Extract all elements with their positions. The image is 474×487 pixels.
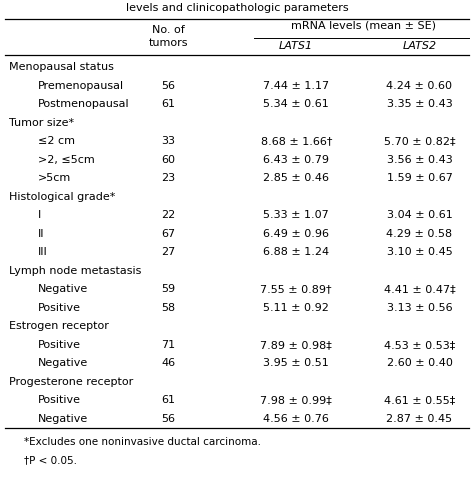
Text: Menopausal status: Menopausal status bbox=[9, 62, 114, 72]
Text: 22: 22 bbox=[161, 210, 175, 220]
Text: Premenopausal: Premenopausal bbox=[38, 81, 124, 91]
Text: 61: 61 bbox=[161, 99, 175, 109]
Text: 56: 56 bbox=[161, 81, 175, 91]
Text: Positive: Positive bbox=[38, 303, 81, 313]
Text: Lymph node metastasis: Lymph node metastasis bbox=[9, 266, 142, 276]
Text: 4.29 ± 0.58: 4.29 ± 0.58 bbox=[386, 229, 453, 239]
Text: 7.44 ± 1.17: 7.44 ± 1.17 bbox=[263, 81, 329, 91]
Text: 59: 59 bbox=[161, 284, 175, 294]
Text: 3.95 ± 0.51: 3.95 ± 0.51 bbox=[264, 358, 329, 368]
Text: 27: 27 bbox=[161, 247, 175, 257]
Text: 58: 58 bbox=[161, 303, 175, 313]
Text: 71: 71 bbox=[161, 340, 175, 350]
Text: >2, ≤5cm: >2, ≤5cm bbox=[38, 155, 95, 165]
Text: 33: 33 bbox=[161, 136, 175, 146]
Text: 2.60 ± 0.40: 2.60 ± 0.40 bbox=[387, 358, 452, 368]
Text: Progesterone receptor: Progesterone receptor bbox=[9, 377, 134, 387]
Text: 2.85 ± 0.46: 2.85 ± 0.46 bbox=[263, 173, 329, 183]
Text: *Excludes one noninvasive ductal carcinoma.: *Excludes one noninvasive ductal carcino… bbox=[24, 437, 261, 447]
Text: Negative: Negative bbox=[38, 358, 88, 368]
Text: 4.61 ± 0.55‡: 4.61 ± 0.55‡ bbox=[384, 395, 455, 405]
Text: 3.10 ± 0.45: 3.10 ± 0.45 bbox=[387, 247, 452, 257]
Text: III: III bbox=[38, 247, 48, 257]
Text: 3.04 ± 0.61: 3.04 ± 0.61 bbox=[387, 210, 452, 220]
Text: II: II bbox=[38, 229, 45, 239]
Text: Histological grade*: Histological grade* bbox=[9, 192, 116, 202]
Text: Estrogen receptor: Estrogen receptor bbox=[9, 321, 109, 331]
Text: mRNA levels (mean ± SE): mRNA levels (mean ± SE) bbox=[292, 21, 436, 31]
Text: 8.68 ± 1.66†: 8.68 ± 1.66† bbox=[261, 136, 332, 146]
Text: †P < 0.05.: †P < 0.05. bbox=[24, 455, 77, 466]
Text: 3.13 ± 0.56: 3.13 ± 0.56 bbox=[387, 303, 452, 313]
Text: No. of
tumors: No. of tumors bbox=[148, 25, 188, 48]
Text: 6.49 ± 0.96: 6.49 ± 0.96 bbox=[263, 229, 329, 239]
Text: 61: 61 bbox=[161, 395, 175, 405]
Text: 7.89 ± 0.98‡: 7.89 ± 0.98‡ bbox=[260, 340, 332, 350]
Text: Positive: Positive bbox=[38, 395, 81, 405]
Text: I: I bbox=[38, 210, 41, 220]
Text: 5.33 ± 1.07: 5.33 ± 1.07 bbox=[264, 210, 329, 220]
Text: 6.88 ± 1.24: 6.88 ± 1.24 bbox=[263, 247, 329, 257]
Text: Negative: Negative bbox=[38, 414, 88, 424]
Text: 4.53 ± 0.53‡: 4.53 ± 0.53‡ bbox=[384, 340, 455, 350]
Text: >5cm: >5cm bbox=[38, 173, 71, 183]
Text: LATS2: LATS2 bbox=[402, 41, 437, 51]
Text: ≤2 cm: ≤2 cm bbox=[38, 136, 75, 146]
Text: levels and clinicopathologic parameters: levels and clinicopathologic parameters bbox=[126, 3, 348, 14]
Text: 7.98 ± 0.99‡: 7.98 ± 0.99‡ bbox=[260, 395, 332, 405]
Text: 3.35 ± 0.43: 3.35 ± 0.43 bbox=[387, 99, 452, 109]
Text: 4.41 ± 0.47‡: 4.41 ± 0.47‡ bbox=[383, 284, 456, 294]
Text: Negative: Negative bbox=[38, 284, 88, 294]
Text: 5.34 ± 0.61: 5.34 ± 0.61 bbox=[264, 99, 329, 109]
Text: 4.24 ± 0.60: 4.24 ± 0.60 bbox=[386, 81, 453, 91]
Text: 6.43 ± 0.79: 6.43 ± 0.79 bbox=[263, 155, 329, 165]
Text: 56: 56 bbox=[161, 414, 175, 424]
Text: 3.56 ± 0.43: 3.56 ± 0.43 bbox=[387, 155, 452, 165]
Text: 4.56 ± 0.76: 4.56 ± 0.76 bbox=[264, 414, 329, 424]
Text: 1.59 ± 0.67: 1.59 ± 0.67 bbox=[387, 173, 452, 183]
Text: 67: 67 bbox=[161, 229, 175, 239]
Text: Tumor size*: Tumor size* bbox=[9, 118, 74, 128]
Text: 5.11 ± 0.92: 5.11 ± 0.92 bbox=[264, 303, 329, 313]
Text: Positive: Positive bbox=[38, 340, 81, 350]
Text: LATS1: LATS1 bbox=[279, 41, 313, 51]
Text: 2.87 ± 0.45: 2.87 ± 0.45 bbox=[386, 414, 453, 424]
Text: 5.70 ± 0.82‡: 5.70 ± 0.82‡ bbox=[384, 136, 455, 146]
Text: 23: 23 bbox=[161, 173, 175, 183]
Text: 46: 46 bbox=[161, 358, 175, 368]
Text: 7.55 ± 0.89†: 7.55 ± 0.89† bbox=[261, 284, 332, 294]
Text: Postmenopausal: Postmenopausal bbox=[38, 99, 129, 109]
Text: 60: 60 bbox=[161, 155, 175, 165]
